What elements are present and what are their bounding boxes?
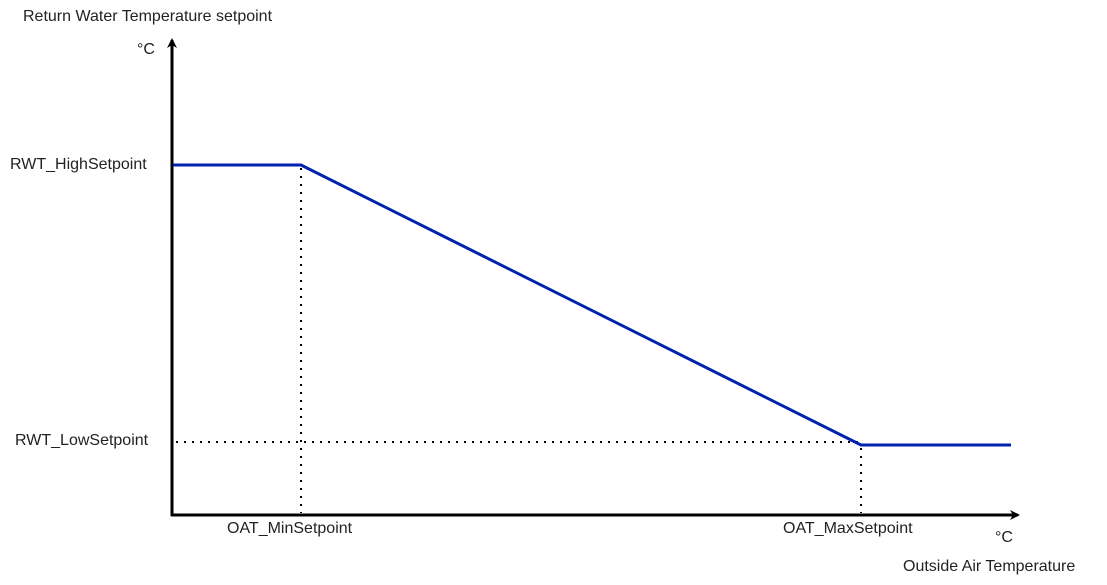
y-unit: °C <box>137 41 155 58</box>
setpoint-curve <box>173 163 1011 447</box>
label-rwt-high: RWT_HighSetpoint <box>10 156 147 173</box>
label-oat-max: OAT_MaxSetpoint <box>783 520 913 537</box>
label-oat-min: OAT_MinSetpoint <box>227 520 353 537</box>
label-rwt-low: RWT_LowSetpoint <box>15 432 149 449</box>
x-unit: °C <box>995 529 1013 546</box>
diagram-title: Return Water Temperature setpoint <box>23 8 273 25</box>
x-axis-label: Outside Air Temperature <box>903 558 1076 575</box>
